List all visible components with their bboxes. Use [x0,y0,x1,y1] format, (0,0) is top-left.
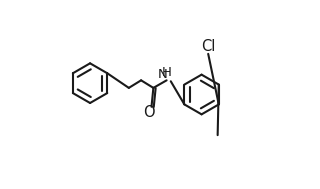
Text: Cl: Cl [201,39,215,54]
Text: H: H [162,66,172,79]
Text: N: N [157,68,167,81]
Text: O: O [143,105,155,120]
